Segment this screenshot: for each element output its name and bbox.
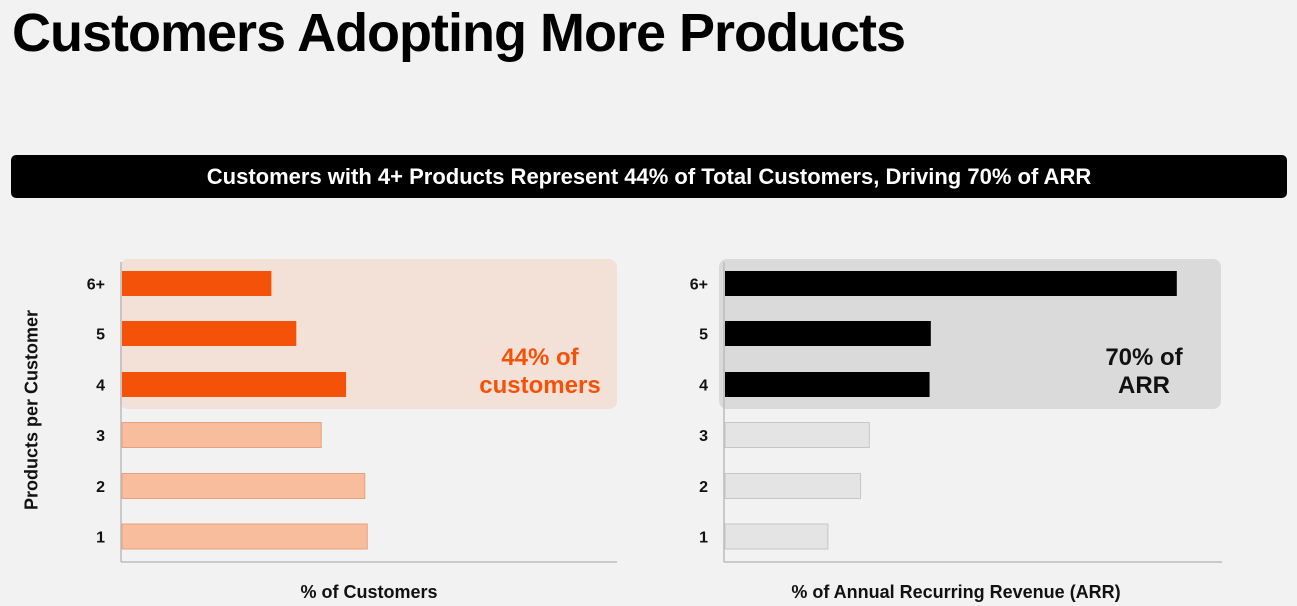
highlight-region: [120, 259, 617, 409]
x-axis-title: % of Annual Recurring Revenue (ARR): [791, 582, 1120, 602]
bar-4: [122, 372, 347, 397]
highlight-annotation: 44% of: [501, 344, 579, 371]
highlight-annotation: ARR: [1118, 372, 1170, 399]
bar-4: [725, 372, 930, 397]
highlight-annotation: customers: [479, 372, 600, 399]
bar-3: [724, 422, 870, 448]
tick-label: 2: [96, 479, 105, 496]
tick-label: 1: [699, 530, 708, 547]
tick-label: 3: [699, 428, 708, 445]
page-title: Customers Adopting More Products: [12, 3, 906, 63]
highlight-annotation: 70% of: [1105, 344, 1183, 371]
x-axis-title: % of Customers: [300, 582, 437, 602]
bar-1: [724, 523, 829, 550]
tick-label: 3: [96, 428, 105, 445]
bar-1: [121, 523, 368, 550]
bar-3: [121, 422, 322, 448]
bar-5: [122, 321, 297, 346]
tick-label: 6+: [87, 277, 105, 294]
tick-label: 4: [699, 378, 708, 395]
headline-banner: Customers with 4+ Products Represent 44%…: [11, 155, 1287, 198]
bar-5: [725, 321, 931, 346]
tick-label: 4: [96, 378, 105, 395]
tick-label: 2: [699, 479, 708, 496]
tick-label: 1: [96, 530, 105, 547]
bar-6plus: [122, 271, 272, 296]
bar-6plus: [725, 271, 1177, 296]
bar-2: [724, 473, 862, 499]
bar-2: [121, 473, 366, 499]
tick-label: 5: [699, 327, 708, 344]
highlight-region: [719, 259, 1221, 409]
tick-label: 6+: [690, 277, 708, 294]
tick-label: 5: [96, 327, 105, 344]
